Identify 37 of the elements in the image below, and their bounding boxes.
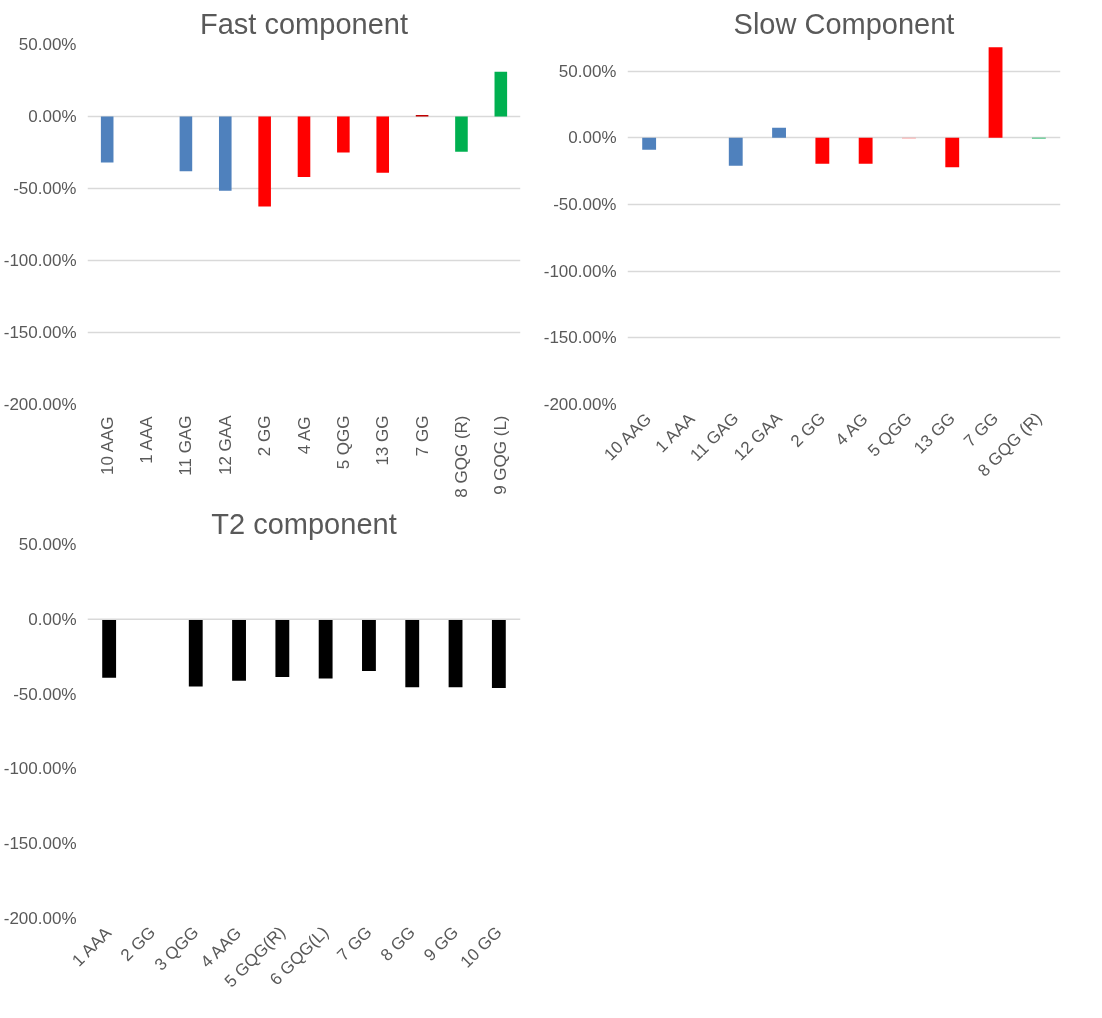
y-tick-label: 50.00% [18,535,77,554]
y-tick-label: -100.00% [543,261,617,281]
x-tick-label: 13 GG [910,408,959,458]
x-tick-label: 7 GG [333,922,376,965]
x-tick-label: 9 GQG (L) [491,415,511,495]
x-tick-label: 10 AAG [97,416,117,476]
y-tick-label: -100.00% [3,251,77,270]
x-tick-label: 7 GG [412,415,432,457]
x-tick-label: 10 GG [456,922,506,972]
x-tick-label: 8 GQG (R) [451,415,471,498]
chart-title: Fast component [200,7,408,40]
x-tick-label: 2 GG [255,415,275,457]
y-tick-label: -200.00% [3,909,77,928]
x-tick-label: 13 GG [373,415,393,466]
y-tick-label: -100.00% [3,759,77,779]
chart-title: Slow Component [733,7,955,40]
y-tick-label: 0.00% [28,609,77,629]
y-tick-label: 50.00% [18,35,77,54]
x-tick-label: 2 GG [786,408,830,451]
y-tick-label: 0.00% [28,107,77,126]
x-tick-label: 5 QGG [333,415,353,470]
chart-title: T2 component [211,507,397,540]
x-tick-label: 4 AG [294,416,314,455]
y-tick-label: 50.00% [558,61,617,81]
y-tick-label: 0.00% [568,128,617,148]
y-tick-label: -150.00% [543,328,617,348]
x-tick-label: 1 AAA [137,415,157,464]
y-tick-label: -200.00% [543,395,617,414]
x-tick-label: 11 GAG [176,415,196,476]
y-tick-label: -50.00% [13,179,77,198]
y-tick-label: -150.00% [3,834,77,854]
y-tick-label: -150.00% [3,323,77,342]
y-tick-label: -200.00% [3,395,77,414]
x-tick-label: 8 GG [376,922,419,965]
y-tick-label: -50.00% [13,684,77,704]
y-tick-label: -50.00% [553,195,617,214]
x-tick-label: 12 GAA [215,414,235,476]
